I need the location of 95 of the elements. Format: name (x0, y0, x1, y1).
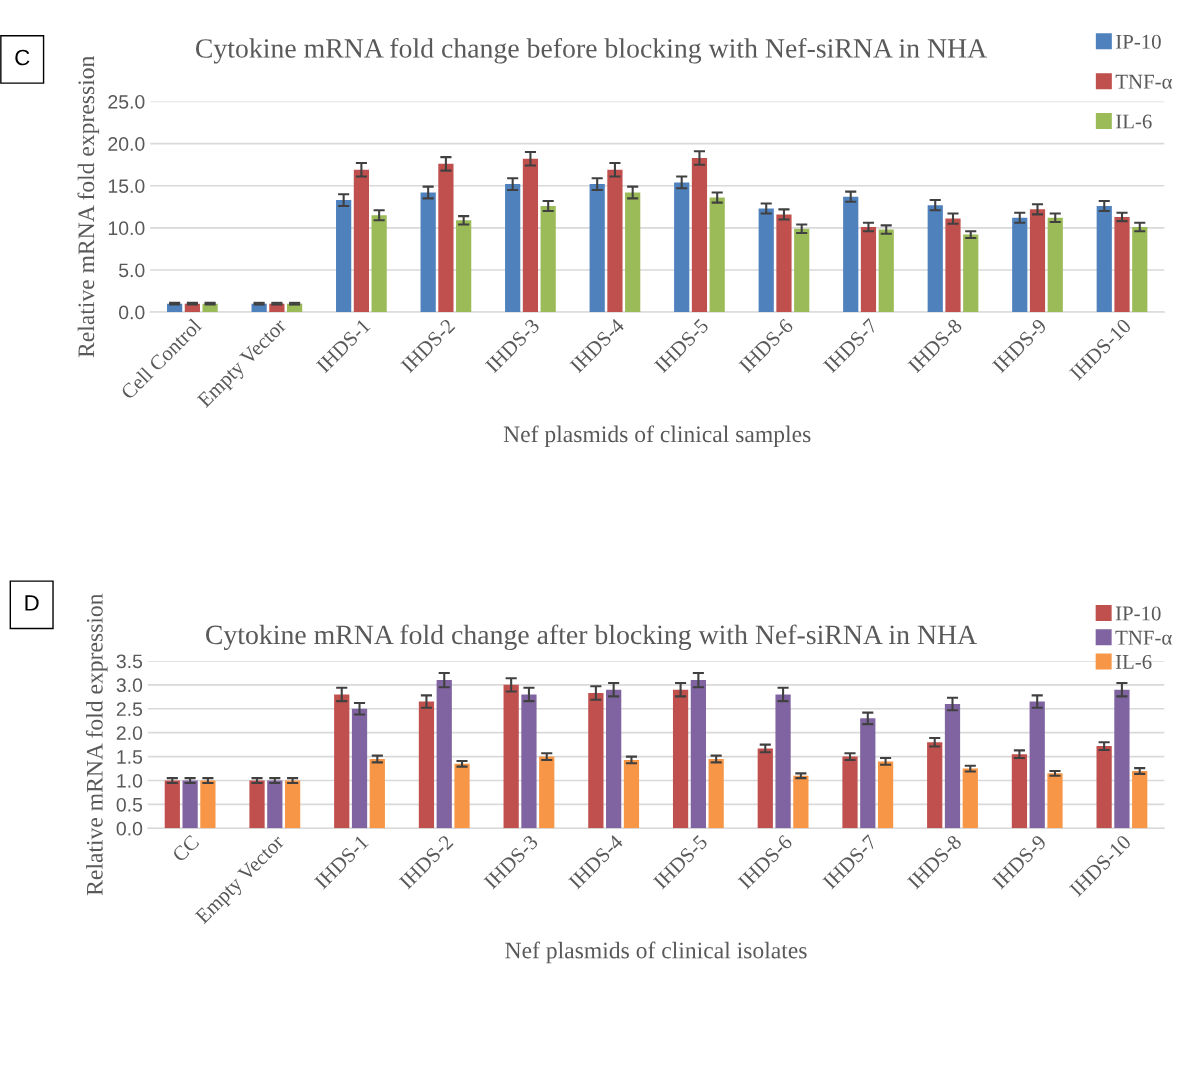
bar (776, 214, 792, 313)
bar (1047, 217, 1063, 313)
y-axis-title: Relative mRNA fold expression (85, 593, 108, 896)
bar (794, 228, 810, 313)
bar (757, 748, 773, 829)
bar (860, 227, 877, 313)
y-tick-label: 3.5 (116, 654, 143, 669)
bar (522, 158, 539, 313)
bar (672, 689, 689, 829)
bar (877, 761, 894, 829)
bar (503, 684, 519, 829)
bar (353, 169, 369, 313)
bar (369, 759, 385, 829)
y-tick-label: 2.5 (116, 702, 143, 717)
bar (625, 192, 641, 313)
bar (420, 192, 436, 313)
x-tick-label: CC (171, 834, 200, 863)
y-tick-label: 25.0 (108, 94, 145, 109)
bar (1012, 217, 1028, 313)
bar (606, 689, 622, 829)
bar (267, 780, 283, 829)
bar (623, 759, 640, 829)
bar (927, 205, 943, 313)
bar (674, 182, 690, 313)
bar (1132, 227, 1148, 313)
bar (588, 693, 604, 829)
bar (456, 220, 472, 313)
bar (505, 184, 521, 313)
y-tick-label: 0.0 (118, 305, 145, 320)
legend-label: IL-6 (1115, 654, 1152, 669)
bar (927, 742, 943, 829)
y-tick-label: 1.0 (117, 774, 143, 788)
bar (1029, 209, 1046, 313)
y-tick-label: 0.0 (116, 821, 143, 836)
x-axis-title: Nef plasmids of clinical samples (503, 425, 811, 448)
bar (539, 756, 555, 829)
bar (944, 704, 961, 829)
bar (1132, 770, 1148, 829)
bar (436, 680, 452, 829)
bar (709, 197, 725, 313)
bar (860, 718, 876, 829)
y-tick-label: 0.5 (116, 797, 143, 812)
text: C (15, 49, 30, 66)
bar (249, 780, 265, 829)
y-tick-label: 10.0 (108, 221, 145, 236)
bar (878, 229, 894, 313)
bar (775, 694, 791, 829)
bar (708, 759, 724, 829)
legend-label: IL-6 (1116, 114, 1152, 129)
bar (691, 157, 708, 313)
bar (540, 205, 556, 313)
bar (1096, 746, 1112, 829)
bar (1096, 205, 1112, 313)
legend-label: TNF-α (1115, 630, 1172, 645)
y-axis-title: Relative mRNA fold expression (77, 56, 100, 358)
bar (793, 775, 809, 829)
legend-label: IP-10 (1115, 606, 1161, 621)
bar (963, 234, 979, 313)
bar (521, 694, 537, 829)
bar (843, 196, 859, 313)
bar (164, 780, 180, 829)
bar (336, 200, 352, 313)
bar (1029, 701, 1045, 829)
y-tick-label: 2.0 (116, 726, 143, 740)
bar (1114, 216, 1130, 313)
legend-label: IP-10 (1116, 34, 1161, 49)
bar (842, 756, 858, 829)
bar (418, 701, 435, 829)
text: D (25, 595, 39, 611)
bar (758, 208, 774, 313)
bar (1011, 754, 1028, 829)
legend-label: TNF-α (1115, 74, 1173, 89)
bar (945, 218, 961, 313)
x-axis-title: Nef plasmids of clinical isolates (505, 941, 807, 964)
bar (1114, 689, 1130, 829)
y-tick-label: 20.0 (108, 137, 145, 151)
y-tick-label: 5.0 (119, 263, 145, 278)
bar (182, 780, 198, 829)
bar (200, 780, 216, 829)
chart-title: Cytokine mRNA fold change after blocking with Nef-siRNA in NHA (206, 624, 977, 650)
bar (690, 680, 706, 829)
bar (284, 780, 301, 829)
bar (962, 768, 978, 829)
bar (589, 184, 605, 313)
chart-title: Cytokine mRNA fold change before blocking with Nef-siRNA in NHA (195, 37, 987, 64)
bar (334, 694, 350, 829)
bar (1047, 773, 1063, 829)
y-tick-label: 1.5 (117, 750, 143, 764)
y-tick-label: 15.0 (108, 179, 145, 193)
bar (454, 763, 470, 829)
y-tick-label: 3.0 (116, 678, 143, 693)
bar (351, 708, 368, 829)
bar (438, 163, 454, 313)
bar (371, 215, 387, 313)
bar (607, 169, 623, 313)
